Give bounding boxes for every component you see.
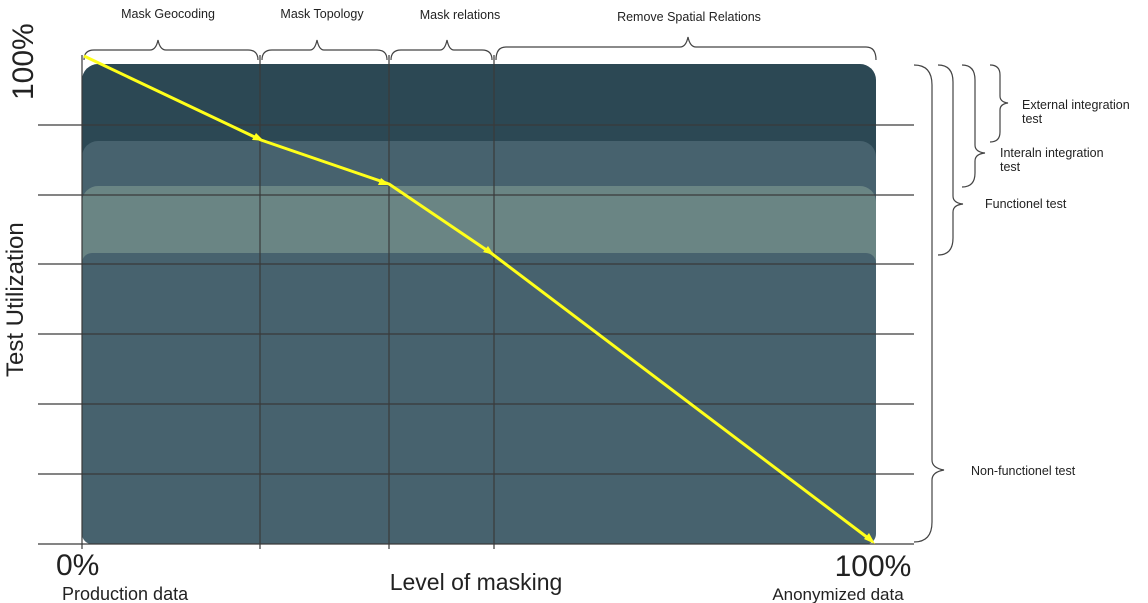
phase-label: Mask relations — [420, 8, 501, 22]
test-level-labels: External integration test Interaln integ… — [971, 98, 1133, 478]
label-line: External integration — [1022, 98, 1130, 112]
brace-external-integration — [989, 64, 1009, 143]
brace-functional — [937, 64, 964, 256]
horizontal-gridlines — [38, 124, 914, 545]
brace-mask-topology — [261, 39, 388, 61]
non-functional-band — [82, 253, 876, 544]
brace-internal-integration — [961, 64, 986, 188]
external-integration-label: External integration test — [1022, 98, 1133, 126]
functional-label: Functionel test — [985, 197, 1067, 211]
phase-label: Mask Geocoding — [121, 7, 215, 21]
label-line: Interaln integration — [1000, 146, 1104, 160]
test-level-braces — [913, 64, 1009, 543]
label-line: test — [1022, 112, 1043, 126]
label-line: test — [1000, 160, 1021, 174]
non-functional-label: Non-functionel test — [971, 464, 1076, 478]
phase-braces — [83, 36, 877, 61]
x-axis-left-caption: Production data — [62, 584, 189, 603]
phase-labels: Mask Geocoding Mask Topology Mask relati… — [121, 7, 761, 24]
utilization-path — [83, 54, 873, 543]
utilization-line — [83, 54, 875, 544]
x-axis-label: Level of masking — [390, 569, 563, 595]
arrowhead-3 — [483, 246, 494, 255]
internal-integration-label: Interaln integration test — [1000, 146, 1107, 174]
utilization-bands — [82, 64, 876, 544]
arrowhead-2 — [378, 178, 390, 185]
arrowhead-4 — [864, 533, 875, 544]
phase-label: Remove Spatial Relations — [617, 10, 761, 24]
x-axis-right-value: 100% — [835, 550, 912, 583]
x-axis-right-caption: Anonymized data — [772, 585, 904, 603]
x-axis-left-value: 0% — [56, 549, 99, 582]
brace-non-functional — [913, 64, 945, 543]
brace-mask-relations — [390, 39, 493, 61]
brace-remove-spatial — [495, 36, 877, 61]
y-axis-top-value: 100% — [7, 23, 40, 100]
brace-mask-geocoding — [83, 39, 259, 61]
y-axis-label: Test Utilization — [2, 222, 29, 377]
arrowhead-1 — [252, 133, 264, 141]
phase-label: Mask Topology — [280, 7, 364, 21]
